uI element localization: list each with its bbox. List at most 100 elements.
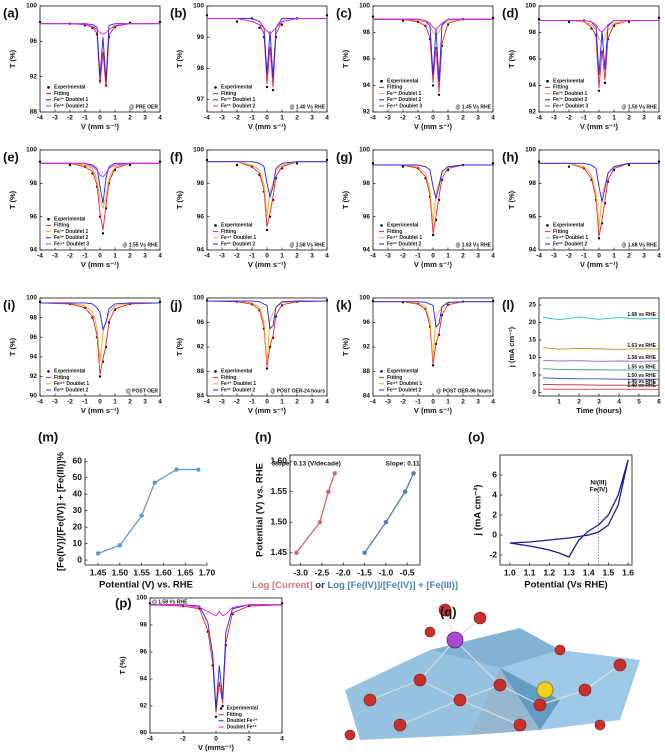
legend-marker [214,370,217,373]
x-axis-label-part: Log [Current] [252,580,313,591]
x-tick-label: -3 [219,399,225,406]
series-line [373,164,493,234]
legend-marker [546,224,549,227]
series-line [40,162,160,231]
y-tick-label: 4 [492,489,497,499]
series-line [207,18,327,35]
legend-label: Fe³⁺ Doublet 1 [387,91,422,97]
x-axis-label: V (mm s⁻¹) [414,122,453,131]
data-point [431,233,435,237]
legend-label: 1.40 vs RHE [627,383,656,389]
oxygen-atoms [344,603,627,741]
legend-label: Fitting [221,91,236,97]
series-line [373,301,493,365]
x-tick-label: 4 [280,736,284,743]
series-line [373,164,493,224]
data-point [437,93,441,96]
x-tick-label: 1.70 [199,567,216,577]
legend-label: Fe³⁺ Doublet 2 [54,235,89,241]
legend-label: Fe³⁺ Doublet 2 [221,241,256,247]
y-tick-label: 92 [363,109,371,116]
series-line [150,604,282,617]
data-point [117,543,123,548]
panel: (e) -4 -3 -2 -1 0 1 2 3 4 94 96 98 100 V (mm s⁻¹) T (%)… [3,147,162,269]
x-axis-label: V (mm s⁻¹) [81,406,120,415]
panel-label: (n) [255,429,272,444]
series-line [207,18,327,88]
panel-label: (f) [170,149,183,164]
y-tick-label: 0 [532,389,536,396]
x-tick-label: -2.0 [336,567,351,577]
x-tick-label: 3 [310,115,314,122]
y-axis-label: T (%) [341,190,350,209]
legend-marker [47,370,50,373]
data-point [158,20,162,24]
data-point [139,513,144,518]
y-tick-label: 94 [529,82,537,89]
x-axis-label: V (mm s⁻¹) [248,406,287,415]
polyhedron [345,650,500,740]
legend-label: Fe³⁺ Doublet 1 [54,97,89,103]
x-tick-label: 1 [446,253,450,260]
x-tick-label: -3 [551,115,557,122]
note: @ 1.58 Vs RHE [290,242,326,248]
x-tick-label: 3 [642,115,646,122]
panel-label: (c) [336,5,352,20]
data-point [98,375,102,378]
y-tick-label: 90 [140,730,148,737]
y-axis-label: T (%) [8,190,17,209]
legend-label: Fe⁴⁺ Doublet 1 [387,235,422,241]
y-tick-label: 94 [30,247,38,254]
x-tick-label: -4 [37,115,43,122]
data-point [402,489,408,494]
x-tick-label: 1.5 [602,567,614,577]
legend-label: Fe⁴⁺ Doublet 1 [221,235,256,241]
y-tick-label: 100 [26,3,37,10]
x-tick-label: -1 [249,253,255,260]
y-tick-label: 100 [359,3,370,10]
x-axis-label: V (mm s⁻¹) [248,122,287,131]
data-point [101,232,105,235]
x-tick-label: 2 [627,253,631,260]
panel-label: (a) [3,5,19,20]
y-tick-label: 90 [30,393,38,400]
x-tick-label: 2 [295,253,299,260]
panel: (l) 1 2 3 4 5 6 0 5 10 15 20 25 Time (hours) j (mA cm⁻… [502,297,661,415]
legend-marker [219,707,223,710]
series-line [542,368,660,371]
x-tick-label: 1.1 [524,567,536,577]
data-point [491,16,495,20]
x-axis-label: Potential (V) vs. RHE [99,580,193,591]
polyhedron [430,628,560,668]
panel: (m) 1.45 1.50 1.55 1.60 1.65 1.70 0 10 20 30 40 50 60… [38,429,216,590]
x-tick-label: 1 [113,253,117,260]
data-point [294,550,299,555]
y-axis-label: T (%) [8,337,17,356]
y-tick-label: 98 [30,180,38,187]
data-point [537,18,541,21]
x-axis-label: V (mm s⁻¹) [248,260,287,269]
data-point [295,162,299,165]
x-tick-label: -1.5 [357,567,372,577]
legend-label: Experimental [387,223,419,229]
y-tick-label: 94 [529,247,537,254]
legend-label: Fitting [553,85,568,91]
legend-label: Fe³⁺ Doublet 2 [387,241,422,247]
series-line [539,20,659,44]
legend-label: Fe³⁺ Doublet 2 [54,387,89,393]
series-line [206,300,328,367]
panel: (f) -4 -3 -2 -1 0 1 2 3 4 94 96 98 100 V (mm s⁻¹) T (%)… [170,147,329,269]
x-tick-label: 2 [128,399,132,406]
panel-label: (q) [440,604,457,619]
note: @ POST OER [126,388,158,394]
y-tick-label: 92 [140,703,148,710]
y-tick-label: 40 [73,488,83,498]
note: @ 1.40 Vs RHE [290,104,326,110]
y-tick-label: 100 [26,295,37,302]
data-point [537,160,541,163]
data-point [38,160,42,163]
y-tick-label: 0 [492,529,497,539]
panel: (n) -3.0 -2.5 -2.0 -1.5 -1.0 -0.5 1.45 1.50 1.55 1… [252,429,458,590]
y-tick-label: 96 [30,213,38,220]
x-tick-label: -2 [67,399,73,406]
